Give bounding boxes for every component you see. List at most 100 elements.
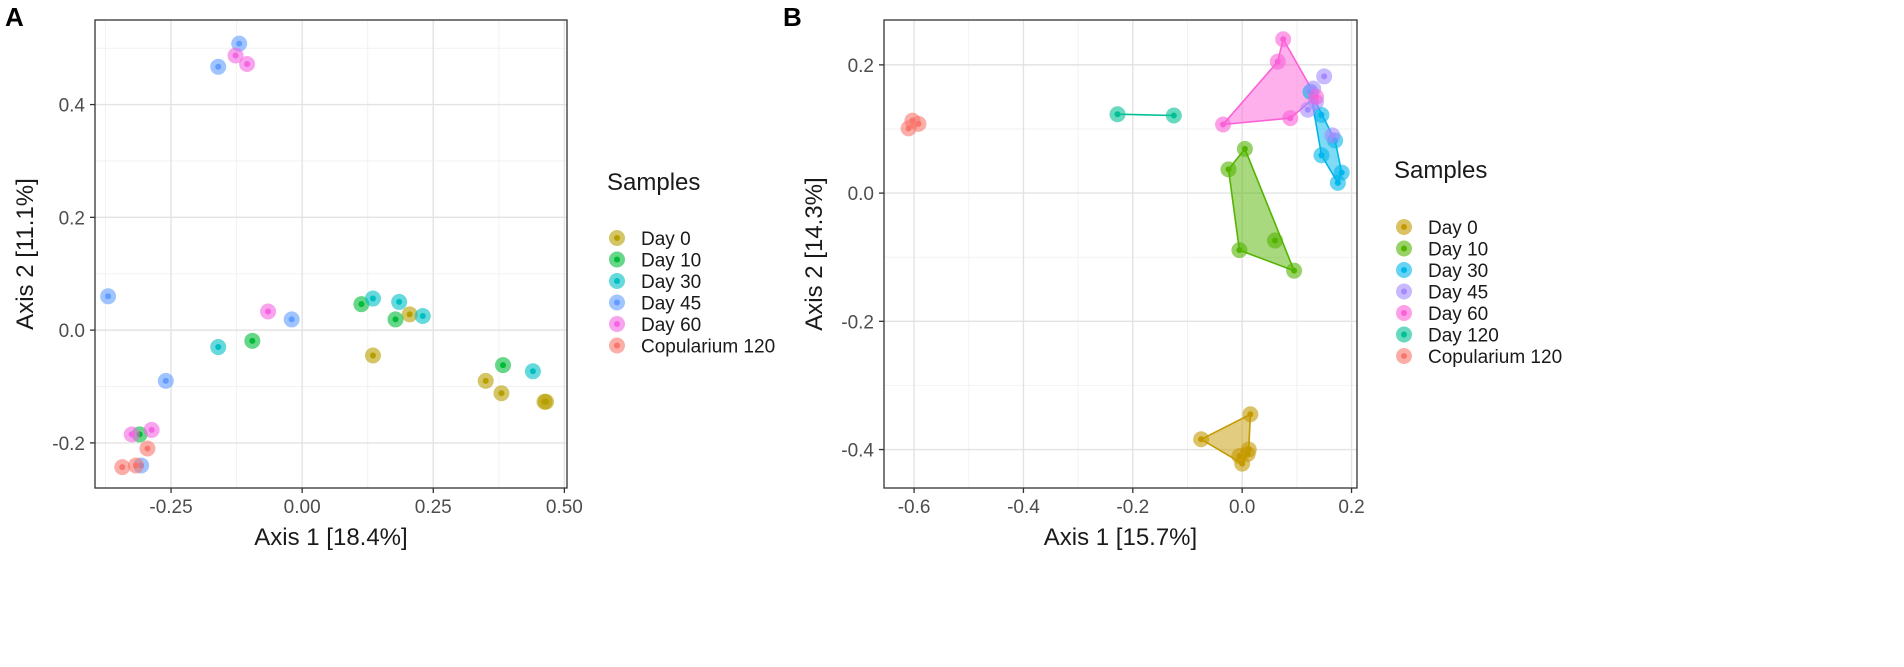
point-core-series-4-4 (1220, 121, 1227, 128)
x-tick-label: 0.25 (415, 497, 452, 518)
legend-swatch-core (1401, 331, 1407, 338)
y-tick-label: -0.2 (841, 312, 874, 333)
point-core-series-1-3 (249, 337, 256, 344)
x-tick-label: -0.6 (898, 497, 931, 518)
legend-title: Samples (1394, 157, 1487, 184)
plot-border (94, 19, 568, 489)
point-core-series-3-4 (162, 377, 169, 384)
point-core-series-6-2 (915, 120, 922, 127)
legend-swatch-core (614, 235, 620, 241)
point-core-series-0-0 (369, 352, 376, 359)
point-core-series-3-4 (1329, 132, 1336, 139)
point-core-series-3-2 (215, 63, 222, 70)
point-core-series-0-5 (1247, 411, 1254, 418)
point-core-series-4-2 (1312, 93, 1319, 100)
legend-entry-label: Copularium 120 (1428, 347, 1562, 368)
point-core-series-4-0 (232, 52, 239, 59)
x-tick-label: 0.00 (284, 497, 321, 518)
point-core-series-3-0 (1321, 73, 1328, 80)
point-core-series-2-3 (1338, 169, 1345, 176)
point-core-series-4-1 (244, 60, 251, 67)
legend-swatch-core (1401, 245, 1407, 252)
x-tick-label: 0.2 (1338, 497, 1364, 518)
point-core-series-0-1 (406, 311, 413, 318)
point-core-series-0-2 (1239, 460, 1246, 467)
point-core-series-2-4 (215, 344, 222, 351)
point-core-series-4-3 (1287, 115, 1294, 122)
point-core-series-1-2 (1271, 237, 1278, 244)
legend-entry-label: Day 45 (641, 294, 701, 315)
point-core-series-3-2 (1304, 106, 1311, 113)
point-core-series-5-1 (132, 462, 139, 469)
x-axis-title: Axis 1 [15.7%] (1044, 524, 1197, 551)
point-core-series-5-0 (119, 464, 126, 471)
legend-swatch-core (614, 342, 620, 349)
legend-swatch-core (1401, 353, 1407, 359)
point-core-series-2-5 (1318, 152, 1325, 159)
hull-5 (1117, 113, 1174, 117)
plot-background (95, 20, 567, 488)
data-points (900, 31, 1350, 472)
plot-border (883, 19, 1358, 489)
panel-a: A -0.25 0.00 0.25 0.50 -0.2 0.0 0.2 0.4 Axis 1 [1… (5, 2, 775, 551)
x-tick-label: -0.4 (1007, 497, 1040, 518)
legend-entry-label: Copularium 120 (641, 337, 775, 358)
legend-swatch-core (1401, 267, 1407, 273)
axes: -0.6 -0.4 -0.2 0.0 0.2 -0.4 -0.2 0.0 0.2 Axis 1 [… (801, 56, 1365, 551)
legend-entry-label: Day 60 (1428, 304, 1488, 325)
legend-swatch-core (1401, 224, 1407, 230)
legend-swatch-core (614, 256, 620, 263)
y-tick-label: -0.2 (52, 434, 85, 455)
point-core-series-0-4 (1245, 446, 1252, 453)
point-core-series-4-4 (128, 431, 135, 438)
point-core-series-4-0 (1280, 36, 1287, 43)
point-core-series-4-3 (148, 426, 155, 433)
y-axis-title: Axis 2 [11.1%] (12, 178, 39, 330)
point-core-series-1-0 (358, 301, 365, 308)
legend-entry-label: Day 45 (1428, 283, 1488, 304)
point-core-series-2-4 (1334, 179, 1341, 186)
y-tick-label: -0.4 (841, 441, 874, 462)
point-core-series-3-1 (236, 40, 243, 47)
legend-entry-label: Day 10 (1428, 240, 1488, 261)
point-core-series-0-3 (498, 390, 505, 397)
legend-entry-label: Day 30 (641, 272, 701, 293)
point-core-series-0-0 (1198, 436, 1205, 443)
point-core-series-4-2 (265, 308, 272, 315)
legend-entry-label: Day 10 (641, 251, 701, 272)
legend-swatch-core (614, 321, 620, 327)
legend-entry-label: Day 120 (1428, 326, 1499, 347)
point-core-series-1-2 (500, 362, 507, 369)
legend-swatch-core (1401, 288, 1407, 295)
point-core-series-0-2 (482, 377, 489, 384)
x-tick-label: -0.25 (149, 497, 192, 518)
y-axis-title: Axis 2 [14.3%] (801, 177, 828, 330)
gridlines (95, 20, 567, 488)
point-core-series-3-3 (288, 316, 295, 323)
point-core-series-2-1 (1318, 111, 1325, 118)
point-core-series-3-0 (105, 293, 112, 300)
y-tick-label: 0.0 (848, 184, 874, 205)
point-core-series-5-2 (144, 445, 151, 452)
point-core-series-0-5 (541, 398, 548, 405)
legend-swatch-core (1401, 310, 1407, 316)
point-core-series-1-1 (392, 316, 399, 323)
point-core-series-1-0 (1225, 166, 1232, 173)
point-core-series-1-4 (1236, 247, 1243, 254)
x-tick-label: -0.2 (1116, 497, 1149, 518)
legend-title: Samples (607, 169, 700, 196)
legend-swatch-core (614, 278, 620, 284)
point-core-series-2-1 (396, 298, 403, 305)
panel-letter: A (5, 2, 24, 32)
panel-b: B -0.6 -0.4 -0.2 0.0 0.2 -0.4 -0.2 0.0 0.2 Axis 1 … (783, 2, 1562, 551)
x-tick-label: 0.0 (1229, 497, 1255, 518)
legend-entry-label: Day 0 (641, 229, 691, 250)
point-core-series-2-2 (419, 313, 426, 320)
data-points (100, 35, 555, 476)
legend-entry-label: Day 0 (1428, 218, 1478, 239)
point-core-series-5-0 (1114, 111, 1121, 118)
legend-swatch-core (614, 299, 620, 306)
